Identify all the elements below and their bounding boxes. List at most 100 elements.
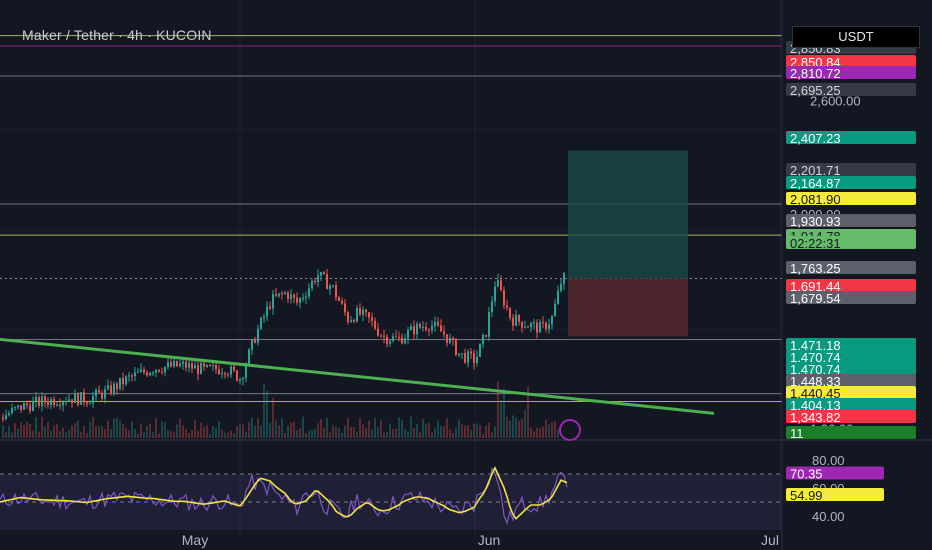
rsi-label-box: [786, 466, 884, 480]
volume-bar: [368, 420, 370, 438]
volume-bar: [113, 418, 115, 438]
candle-body: [167, 362, 169, 367]
candle-body: [308, 288, 310, 297]
candle-body: [560, 283, 562, 291]
candle-body: [116, 383, 118, 389]
volume-bar: [155, 417, 157, 438]
volume-bar: [161, 421, 163, 438]
candle-body: [266, 306, 268, 317]
candle-body: [218, 369, 220, 375]
volume-bar: [299, 428, 301, 438]
price-label: 1,763.25: [790, 261, 841, 276]
candle-body: [512, 317, 514, 326]
candle-body: [242, 378, 244, 380]
volume-bar: [239, 424, 241, 438]
price-label-box: [786, 338, 916, 351]
chart-title: Maker / Tether · 4h · KUCOIN: [22, 27, 212, 43]
volume-bar: [59, 431, 61, 438]
volume-bar: [47, 421, 49, 438]
candle-body: [557, 290, 559, 304]
candle-body: [233, 366, 235, 371]
candle-body: [491, 301, 493, 312]
volume-bar: [152, 431, 154, 438]
candle-body: [341, 300, 343, 304]
candle-body: [188, 363, 190, 368]
volume-bar: [62, 427, 64, 438]
candle-body: [137, 372, 139, 374]
price-label: 1,440.45: [790, 386, 841, 401]
candle-body: [506, 305, 508, 308]
candle-body: [83, 392, 85, 403]
candle-body: [107, 385, 109, 390]
price-label: 1,930.93: [790, 214, 841, 229]
volume-bar: [389, 423, 391, 438]
volume-bar: [461, 424, 463, 438]
candle-body: [11, 408, 13, 414]
candle-body: [314, 280, 316, 283]
volume-bar: [53, 425, 55, 438]
candle-body: [47, 402, 49, 406]
volume-bar: [551, 421, 553, 438]
volume-bar: [248, 422, 250, 438]
y-tick-label: 2,600.00: [810, 94, 861, 109]
volume-bar: [530, 427, 532, 438]
candle-body: [293, 294, 295, 298]
candle-body: [386, 336, 388, 344]
price-label-box: [786, 279, 916, 292]
price-label: 2,810.72: [790, 66, 841, 81]
candle-body: [20, 405, 22, 410]
volume-bar: [95, 426, 97, 438]
candle-body: [251, 339, 253, 350]
candle-body: [260, 317, 262, 329]
candle-body: [38, 397, 40, 406]
volume-bar: [545, 419, 547, 438]
candle-body: [74, 393, 76, 403]
candle-body: [5, 415, 7, 420]
candle-body: [419, 323, 421, 328]
volume-bar: [68, 429, 70, 438]
target-zone: [568, 150, 688, 279]
candle-body: [425, 326, 427, 330]
volume-bar: [431, 432, 433, 438]
candle-body: [518, 315, 520, 322]
price-label: 11: [790, 426, 804, 441]
volume-bar: [29, 423, 31, 438]
candle-body: [53, 399, 55, 406]
candle-body: [488, 311, 490, 337]
price-label: 1,470.74: [790, 362, 841, 377]
volume-bar: [209, 433, 211, 438]
currency-badge[interactable]: USDT: [792, 26, 920, 48]
candle-body: [161, 371, 163, 373]
candle-body: [338, 297, 340, 301]
volume-bar: [380, 419, 382, 438]
volume-bar: [485, 425, 487, 438]
volume-bar: [449, 429, 451, 438]
price-label-box: [786, 163, 916, 176]
candle-body: [521, 321, 523, 328]
candle-body: [479, 343, 481, 357]
volume-bar: [350, 426, 352, 438]
volume-bar: [404, 429, 406, 438]
volume-bar: [314, 428, 316, 438]
volume-bar: [437, 420, 439, 438]
volume-bar: [44, 426, 46, 438]
candle-body: [464, 353, 466, 363]
volume-bar: [251, 417, 253, 438]
candle-body: [503, 290, 505, 306]
volume-bar: [173, 432, 175, 438]
candle-body: [407, 330, 409, 339]
candle-body: [485, 334, 487, 337]
candle-body: [227, 374, 229, 376]
volume-bar: [281, 418, 283, 438]
volume-bar: [89, 421, 91, 438]
candle-body: [323, 272, 325, 275]
volume-bar: [101, 425, 103, 438]
volume-bar: [146, 425, 148, 438]
volume-bar: [413, 427, 415, 438]
candle-body: [461, 353, 463, 355]
volume-bar: [365, 427, 367, 438]
candle-body: [467, 351, 469, 363]
price-label-box: [786, 362, 916, 375]
candle-body: [473, 353, 475, 363]
